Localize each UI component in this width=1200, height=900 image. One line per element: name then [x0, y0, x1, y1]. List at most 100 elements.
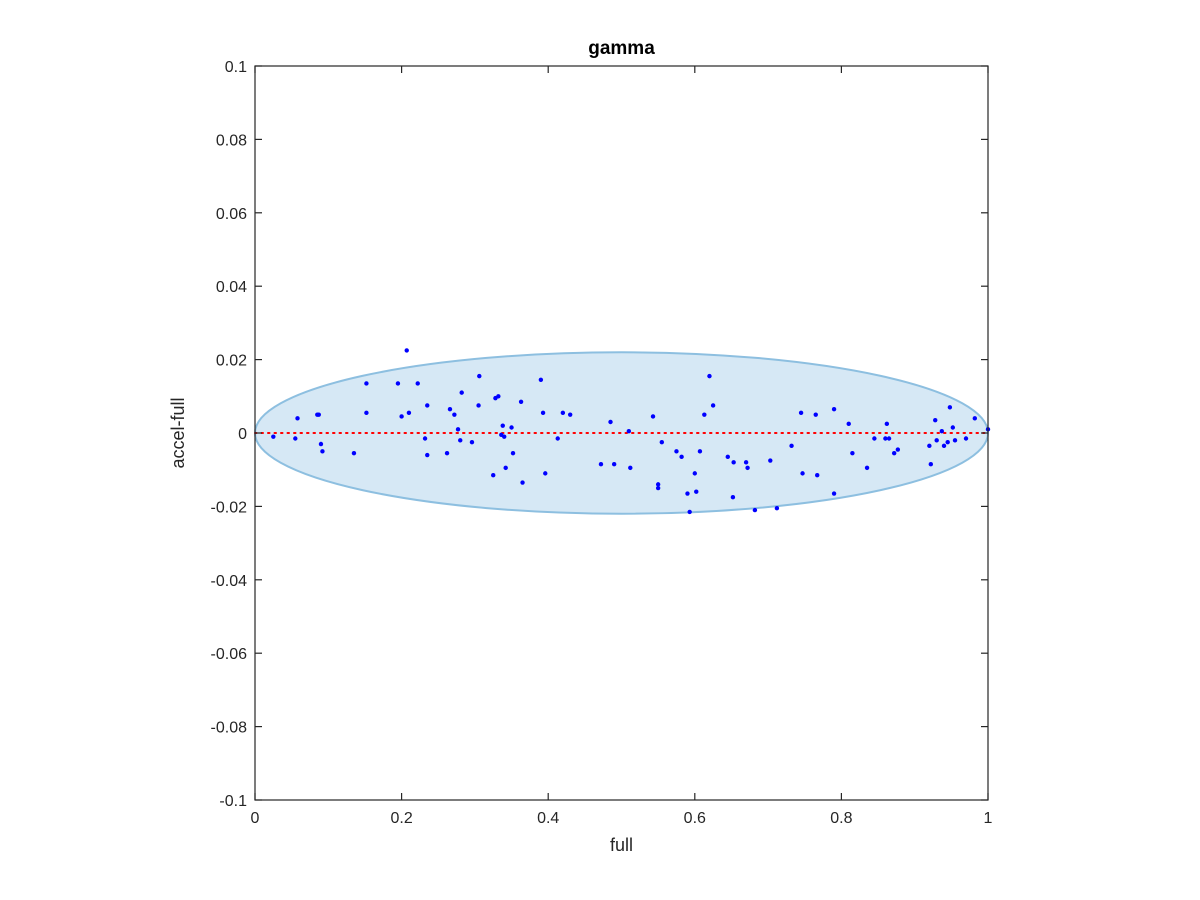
y-tick-label: 0.02 [216, 353, 247, 370]
data-point [500, 423, 505, 428]
data-point [469, 439, 475, 445]
data-point [447, 406, 453, 412]
data-point [813, 412, 818, 417]
data-point [543, 471, 548, 476]
data-point [768, 458, 773, 463]
data-point [883, 436, 888, 441]
data-point [399, 414, 404, 419]
data-point [692, 471, 697, 476]
data-point [659, 439, 665, 445]
data-point [789, 443, 794, 449]
data-point [502, 434, 507, 439]
data-point [608, 419, 613, 425]
data-point [831, 491, 837, 496]
y-tick-label: 0.08 [216, 132, 247, 149]
data-point [947, 405, 953, 410]
y-tick-label: -0.04 [211, 573, 248, 590]
data-point [939, 428, 945, 434]
x-tick-label: 0.4 [537, 810, 559, 827]
x-axis-label: full [610, 835, 633, 855]
data-point [510, 450, 516, 456]
data-point [725, 454, 730, 460]
data-point [927, 443, 932, 449]
data-point [895, 447, 901, 452]
data-point [295, 416, 300, 421]
data-point [555, 436, 560, 441]
data-point [395, 381, 401, 386]
data-point [694, 489, 699, 494]
data-point [655, 485, 661, 491]
data-point [425, 452, 430, 458]
data-point [444, 450, 450, 456]
data-point [800, 471, 805, 476]
data-point [567, 412, 573, 417]
data-point [364, 410, 369, 416]
data-point [952, 438, 958, 443]
data-point [707, 373, 712, 379]
data-point [611, 461, 617, 467]
data-point [963, 436, 969, 441]
y-tick-label: -0.02 [211, 499, 248, 516]
data-point [406, 410, 412, 416]
data-point [518, 399, 524, 405]
data-point [626, 428, 632, 434]
data-point [831, 406, 837, 412]
data-point [697, 449, 703, 454]
y-tick-label: -0.1 [219, 793, 247, 810]
data-point [404, 348, 409, 353]
data-point [655, 482, 661, 487]
data-point [293, 436, 298, 441]
data-point [540, 410, 546, 416]
data-point [503, 465, 508, 471]
data-point [351, 450, 357, 456]
data-point [846, 421, 851, 427]
data-point [774, 506, 780, 511]
data-point [650, 414, 656, 419]
data-point [509, 425, 514, 430]
data-point [674, 449, 679, 454]
y-tick-label: 0.04 [216, 279, 247, 296]
data-point [687, 509, 692, 515]
data-point [560, 410, 566, 416]
data-point [364, 381, 369, 386]
data-point [743, 460, 749, 465]
data-point [318, 441, 324, 447]
y-tick-label: -0.06 [211, 646, 248, 663]
data-point [945, 439, 950, 445]
data-point [752, 507, 758, 513]
data-point [928, 461, 934, 467]
y-tick-label: 0.06 [216, 206, 247, 223]
y-tick-label: 0 [238, 426, 247, 443]
data-point [316, 412, 321, 417]
data-point [598, 461, 604, 467]
data-point [941, 443, 947, 449]
data-point [425, 403, 430, 408]
data-point [864, 465, 870, 471]
data-point [491, 473, 496, 478]
data-point [452, 412, 457, 417]
data-point [891, 450, 897, 456]
data-point [884, 421, 890, 427]
data-point [320, 449, 325, 454]
data-point [886, 436, 892, 441]
data-point [850, 450, 855, 456]
data-point [415, 381, 420, 386]
data-point [872, 436, 877, 441]
chart-title: gamma [588, 38, 655, 59]
y-axis-label: accel-full [168, 397, 188, 468]
x-tick-label: 0.8 [830, 810, 852, 827]
data-point [731, 460, 736, 465]
data-point [730, 495, 736, 500]
data-point [496, 394, 501, 399]
y-tick-label: -0.08 [211, 720, 248, 737]
x-tick-label: 1 [984, 810, 993, 827]
data-point [538, 377, 544, 382]
data-point [685, 491, 690, 496]
data-point [950, 425, 956, 430]
x-tick-label: 0 [251, 810, 260, 827]
data-point [745, 465, 750, 471]
data-point [815, 473, 820, 478]
data-point [798, 410, 804, 416]
data-point [934, 438, 939, 443]
